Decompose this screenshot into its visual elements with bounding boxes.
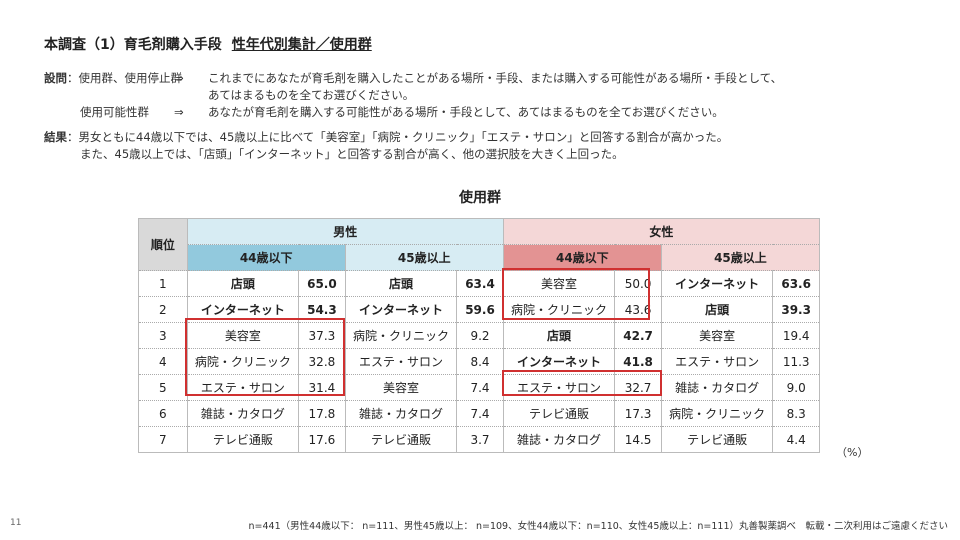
value-cell: 32.8 (298, 348, 346, 375)
value-cell: 3.7 (456, 426, 504, 453)
female-header: 女性 (503, 218, 821, 245)
question-groups-2: 使用可能性群 (80, 105, 149, 119)
item-cell: 店頭 (187, 270, 300, 297)
value-cell: 41.8 (614, 348, 662, 375)
table-row: 5 エステ・サロン 31.4 美容室 7.4 エステ・サロン 32.7 雑誌・カタログ 9.0 (138, 374, 820, 401)
item-cell: エステ・サロン (187, 374, 300, 401)
age-header-female-44: 44歳以下 (503, 244, 662, 271)
item-cell: インターネット (345, 296, 458, 323)
question-groups-1: ：使用群、使用停止群 (67, 71, 182, 85)
age-header-male-45: 45歳以上 (345, 244, 504, 271)
rank-cell: 1 (138, 270, 188, 297)
value-cell: 54.3 (298, 296, 346, 323)
item-cell: 雑誌・カタログ (187, 400, 300, 427)
item-cell: 美容室 (503, 270, 616, 297)
rank-cell: 6 (138, 400, 188, 427)
result-text-2: また、45歳以上では、「店頭」「インターネット」と回答する割合が高く、他の選択肢… (80, 147, 624, 161)
value-cell: 37.3 (298, 322, 346, 349)
value-cell: 32.7 (614, 374, 662, 401)
value-cell: 8.3 (772, 400, 820, 427)
table-row: 6 雑誌・カタログ 17.8 雑誌・カタログ 7.4 テレビ通販 17.3 病院・クリニック 8… (138, 400, 820, 427)
unit-label: （%） (836, 446, 869, 459)
value-cell: 42.7 (614, 322, 662, 349)
rank-cell: 4 (138, 348, 188, 375)
value-cell: 9.2 (456, 322, 504, 349)
footer-note: n=441（男性44歳以下： n=111、男性45歳以上： n=109、女性44… (248, 521, 948, 532)
arrow-2: ⇒ (174, 105, 184, 119)
value-cell: 50.0 (614, 270, 662, 297)
item-cell: 美容室 (187, 322, 300, 349)
age-header-male-44: 44歳以下 (187, 244, 346, 271)
value-cell: 9.0 (772, 374, 820, 401)
question-text-1a: これまでにあなたが育毛剤を購入したことがある場所・手段、または購入する可能性があ… (208, 71, 783, 85)
value-cell: 17.3 (614, 400, 662, 427)
table-body: 1 店頭 65.0 店頭 63.4 美容室 50.0 インターネット 63.6 2 インターネット 5… (138, 270, 820, 453)
title-main: 本調査（1）育毛剤購入手段 (44, 37, 222, 53)
value-cell: 59.6 (456, 296, 504, 323)
value-cell: 17.6 (298, 426, 346, 453)
question-text-1b: あてはまるものを全てお選びください。 (208, 88, 415, 102)
rank-cell: 2 (138, 296, 188, 323)
value-cell: 4.4 (772, 426, 820, 453)
table-row: 1 店頭 65.0 店頭 63.4 美容室 50.0 インターネット 63.6 (138, 270, 820, 297)
item-cell: テレビ通販 (661, 426, 774, 453)
ranking-table: 順位 男性 女性 44歳以下 45歳以上 44歳以下 45歳以上 1 店頭 65.0… (138, 218, 821, 453)
question-label: 設問 (44, 71, 67, 85)
item-cell: 病院・クリニック (503, 296, 616, 323)
male-header: 男性 (187, 218, 504, 245)
item-cell: 雑誌・カタログ (345, 400, 458, 427)
item-cell: エステ・サロン (661, 348, 774, 375)
description-block: 設問：使用群、使用停止群 ⇒ これまでにあなたが育毛剤を購入したことがある場所・… (44, 70, 782, 163)
value-cell: 8.4 (456, 348, 504, 375)
table-row: 7 テレビ通販 17.6 テレビ通販 3.7 雑誌・カタログ 14.5 テレビ通販 4.4 (138, 426, 820, 453)
value-cell: 65.0 (298, 270, 346, 297)
value-cell: 7.4 (456, 374, 504, 401)
result-label: 結果 (44, 130, 67, 144)
item-cell: 店頭 (503, 322, 616, 349)
value-cell: 43.6 (614, 296, 662, 323)
table-row: 2 インターネット 54.3 インターネット 59.6 病院・クリニック 43.6 店頭 39.… (138, 296, 820, 323)
value-cell: 11.3 (772, 348, 820, 375)
item-cell: 美容室 (661, 322, 774, 349)
item-cell: 雑誌・カタログ (661, 374, 774, 401)
value-cell: 7.4 (456, 400, 504, 427)
table-row: 4 病院・クリニック 32.8 エステ・サロン 8.4 インターネット 41.8 エステ・サロ… (138, 348, 820, 375)
item-cell: テレビ通販 (503, 400, 616, 427)
item-cell: 美容室 (345, 374, 458, 401)
item-cell: インターネット (187, 296, 300, 323)
item-cell: 病院・クリニック (345, 322, 458, 349)
page-title: 本調査（1）育毛剤購入手段 性年代別集計／使用群 (44, 34, 372, 54)
value-cell: 14.5 (614, 426, 662, 453)
value-cell: 17.8 (298, 400, 346, 427)
value-cell: 31.4 (298, 374, 346, 401)
rank-cell: 5 (138, 374, 188, 401)
rank-header: 順位 (138, 218, 188, 271)
rank-cell: 7 (138, 426, 188, 453)
value-cell: 19.4 (772, 322, 820, 349)
value-cell: 63.4 (456, 270, 504, 297)
item-cell: 店頭 (661, 296, 774, 323)
title-sub: 性年代別集計／使用群 (231, 37, 372, 53)
item-cell: エステ・サロン (345, 348, 458, 375)
rank-cell: 3 (138, 322, 188, 349)
item-cell: インターネット (503, 348, 616, 375)
result-text-1: ：男女ともに44歳以下では、45歳以上に比べて「美容室」「病院・クリニック」「エ… (67, 130, 729, 144)
item-cell: 店頭 (345, 270, 458, 297)
page-number: 11 (10, 518, 22, 528)
item-cell: テレビ通販 (345, 426, 458, 453)
item-cell: 病院・クリニック (187, 348, 300, 375)
item-cell: エステ・サロン (503, 374, 616, 401)
value-cell: 63.6 (772, 270, 820, 297)
item-cell: 雑誌・カタログ (503, 426, 616, 453)
table-title: 使用群 (459, 190, 501, 206)
age-header-female-45: 45歳以上 (661, 244, 821, 271)
arrow-1: ⇒ (174, 71, 184, 85)
item-cell: テレビ通販 (187, 426, 300, 453)
item-cell: インターネット (661, 270, 774, 297)
item-cell: 病院・クリニック (661, 400, 774, 427)
value-cell: 39.3 (772, 296, 820, 323)
question-text-2: あなたが育毛剤を購入する可能性がある場所・手段として、あてはまるものを全てお選び… (208, 105, 724, 119)
table-row: 3 美容室 37.3 病院・クリニック 9.2 店頭 42.7 美容室 19.4 (138, 322, 820, 349)
